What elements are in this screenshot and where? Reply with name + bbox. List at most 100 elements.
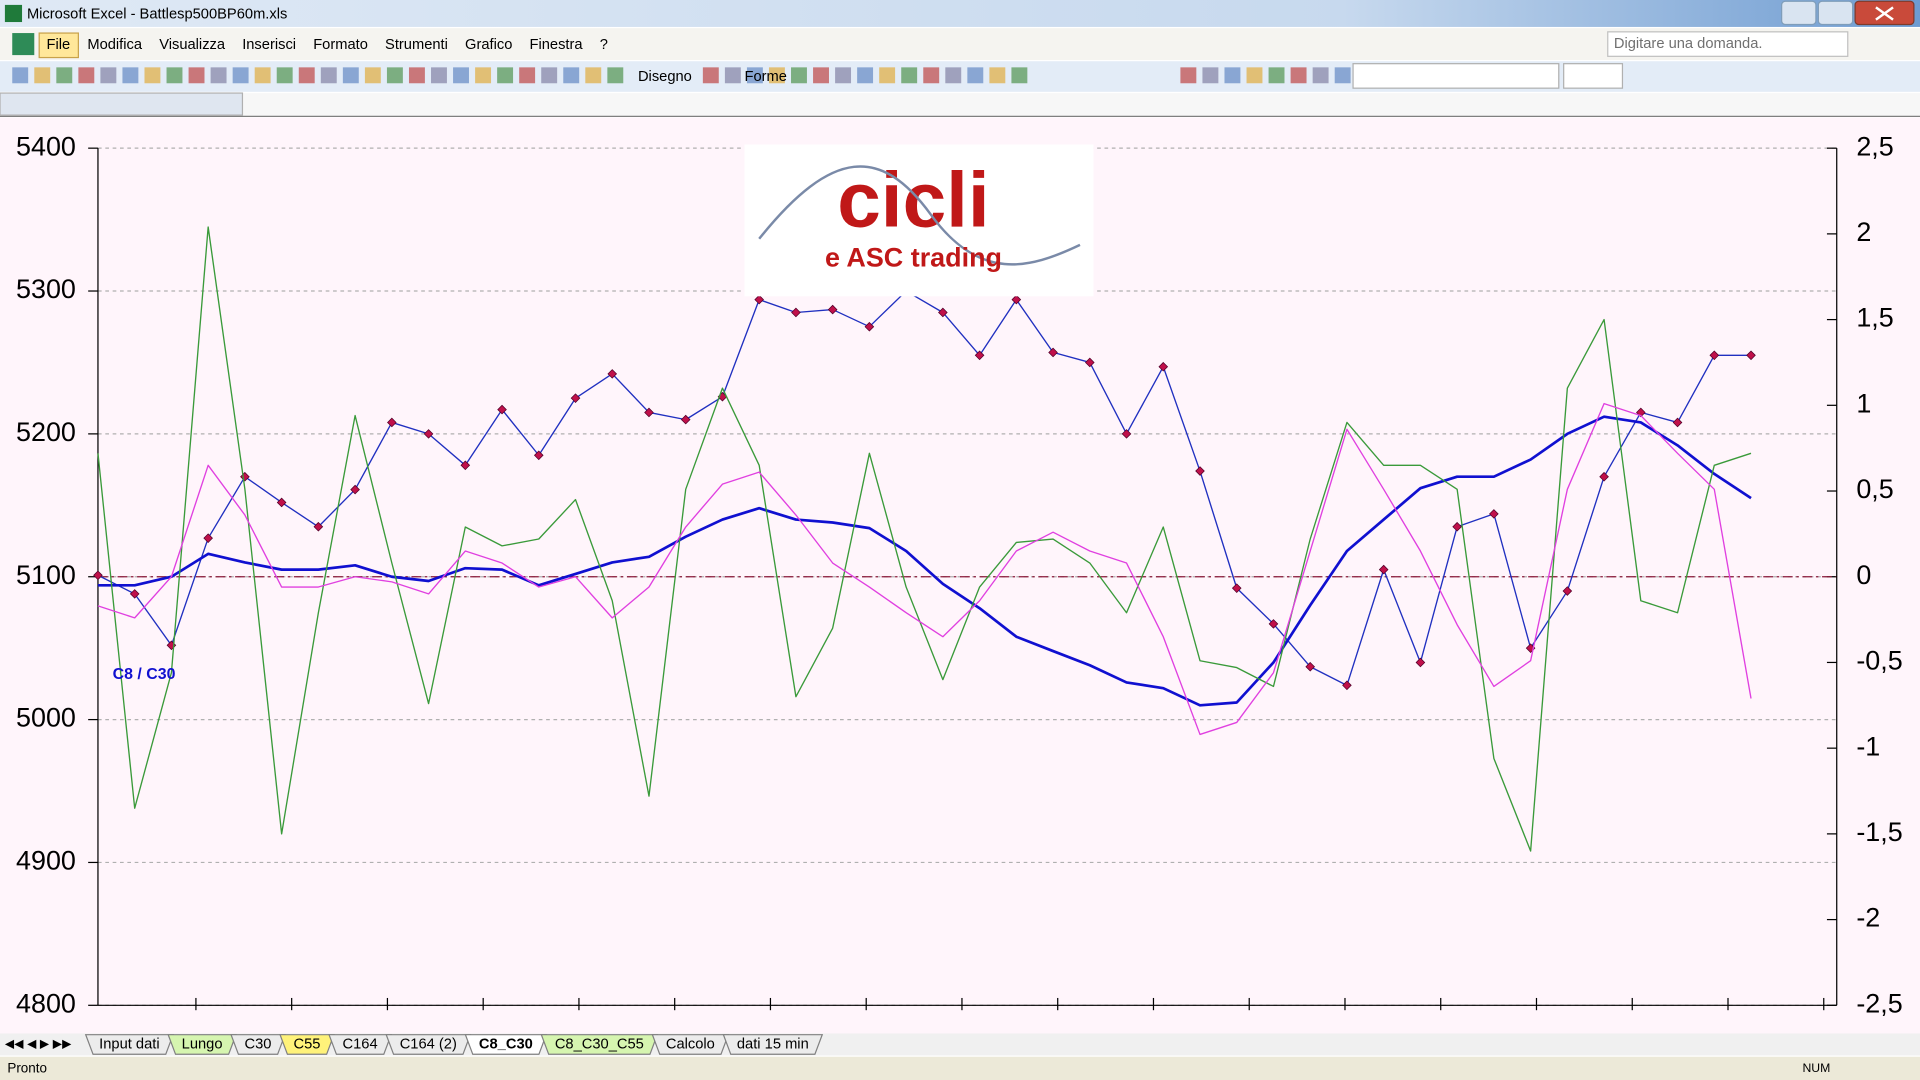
sheet-tab[interactable] [328,1034,393,1055]
sheet-tab[interactable] [230,1034,286,1055]
toolbar-button[interactable] [901,67,918,84]
data-point [313,521,324,532]
name-box[interactable] [0,92,244,116]
sheet-tab-label[interactable]: C164 (2) [400,1036,457,1052]
toolbar-button[interactable] [122,67,139,84]
toolbar-button[interactable] [1246,67,1263,84]
window-title: Microsoft Excel - Battlesp500BP60m.xls [27,7,287,23]
sheet-tab[interactable] [464,1034,548,1055]
menu-item[interactable]: Finestra [530,37,584,53]
toolbar-button[interactable] [791,67,807,84]
sheet-tab[interactable] [385,1034,472,1055]
toolbar-button[interactable] [1312,67,1329,84]
toolbar-button[interactable] [541,67,558,84]
menu-item[interactable]: Inserisci [242,37,296,53]
sheet-tab[interactable] [651,1034,730,1055]
sheet-tab-label[interactable]: C8_C30_C55 [555,1036,644,1052]
toolbar-button[interactable] [1334,67,1351,84]
maximize-button[interactable] [1817,0,1854,26]
toolbar-button[interactable] [497,67,514,84]
toolbar-button[interactable] [12,67,29,84]
toolbar-button[interactable] [857,67,874,84]
toolbar-button[interactable] [1180,67,1197,84]
toolbar-button[interactable] [1224,67,1241,84]
sheet-tab-label[interactable]: C55 [294,1036,321,1052]
tab-scroll[interactable]: ◀◀ ◀ ▶ ▶▶ [5,1037,72,1051]
data-point [607,369,618,379]
toolbar-button[interactable] [813,67,829,84]
toolbar-button[interactable] [923,67,940,84]
toolbar-button[interactable] [945,67,962,84]
toolbar-button[interactable] [166,67,183,84]
toolbar-button[interactable] [1290,67,1307,84]
sheet-tab[interactable] [722,1034,824,1055]
sheet-tab-label[interactable]: C8_C30 [479,1036,533,1052]
toolbar-button[interactable] [188,67,205,84]
toolbar-button[interactable] [607,67,624,84]
minimize-button[interactable] [1781,0,1817,26]
toolbar-button[interactable] [835,67,852,84]
menu-item[interactable]: ? [600,37,608,53]
toolbar-button[interactable] [298,67,315,84]
data-point [570,393,581,403]
sheet-tab[interactable] [540,1034,659,1055]
toolbar-button[interactable] [702,67,719,84]
menu-item[interactable]: Modifica [87,37,143,53]
sheet-tab-label[interactable]: Input dati [99,1036,159,1052]
size-box[interactable] [1563,63,1624,89]
toolbar-button[interactable] [144,67,161,84]
toolbar-button[interactable] [1011,67,1028,84]
y2-tick-label: 2 [1856,217,1871,247]
toolbar-button[interactable] [453,67,469,84]
toolbar-button[interactable] [768,67,785,84]
help-box[interactable] [1607,31,1849,57]
toolbar-button[interactable] [34,67,51,84]
toolbar-button[interactable] [210,67,227,84]
sheet-tab-label[interactable]: C164 [343,1036,378,1052]
toolbar-button[interactable] [320,67,337,84]
sheet-icon [12,33,35,56]
menu-item[interactable]: File [47,37,71,53]
window-controls[interactable] [1781,0,1915,26]
toolbar-button[interactable] [56,67,73,84]
toolbar-button[interactable] [585,67,602,84]
toolbar-button[interactable] [386,67,403,84]
sheet-tab-label[interactable]: Calcolo [666,1036,715,1052]
toolbar-button[interactable] [746,67,763,84]
sheet-tab[interactable] [279,1034,335,1055]
data-point [1231,583,1242,593]
menu-item[interactable]: Visualizza [159,37,226,53]
data-point [1489,509,1499,519]
toolbar-button[interactable] [254,67,271,84]
toolbar-button[interactable] [364,67,381,84]
data-point [1599,471,1609,482]
toolbar-button[interactable] [232,67,249,84]
data-point [497,404,507,415]
sheet-tab-label[interactable]: Lungo [182,1036,223,1052]
menu-item[interactable]: Grafico [465,37,512,53]
toolbar-button[interactable] [1202,67,1219,84]
toolbar-button[interactable] [276,67,293,84]
toolbar-button[interactable] [342,67,359,84]
shapes-menu[interactable]: Forme [744,69,786,85]
toolbar-button[interactable] [724,67,741,84]
menu-item[interactable]: Formato [313,37,368,53]
toolbar-button[interactable] [967,67,984,84]
menu-item[interactable]: Strumenti [385,37,448,53]
toolbar-button[interactable] [475,67,492,84]
sheet-tab-label[interactable]: C30 [245,1036,272,1052]
toolbar-button[interactable] [989,67,1006,84]
toolbar-button[interactable] [1268,67,1285,84]
toolbar-button[interactable] [78,67,95,84]
toolbar-button[interactable] [519,67,536,84]
sheet-tab[interactable] [167,1034,237,1055]
draw-menu[interactable]: Disegno [638,69,692,85]
sheet-tab-label[interactable]: dati 15 min [737,1036,809,1052]
toolbar-button[interactable] [431,67,447,84]
toolbar-button[interactable] [408,67,425,84]
font-box[interactable] [1352,63,1560,89]
toolbar-button[interactable] [879,67,896,84]
toolbar-button[interactable] [563,67,580,84]
sheet-tab[interactable] [84,1034,174,1055]
toolbar-button[interactable] [100,67,117,84]
